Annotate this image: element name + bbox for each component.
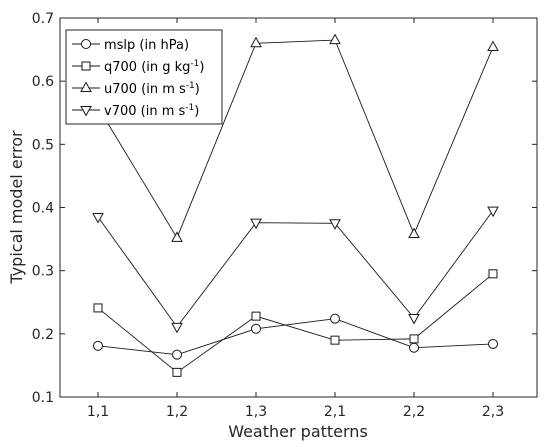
data-point-square: [93, 303, 103, 313]
series-layer: [92, 33, 499, 377]
x-tick-label: 2,2: [403, 404, 425, 420]
data-point-triangle-down: [329, 219, 341, 230]
x-tick-label: 1,2: [166, 404, 188, 420]
y-axis: 0.1 0.2 0.3 0.4 0.5 0.6 0.7: [32, 11, 537, 406]
data-point-circle: [251, 323, 261, 334]
data-point-triangle-down: [250, 218, 262, 230]
x-tick-label: 1,3: [245, 404, 267, 420]
data-point-triangle-up: [408, 227, 420, 239]
legend-box: [65, 29, 223, 125]
data-point-square: [409, 334, 419, 344]
y-tick-label: 0.5: [32, 137, 54, 153]
y-tick-label: 0.1: [32, 390, 54, 406]
legend-label: v700 (in m s-1): [104, 103, 199, 119]
legend-marker-triangle-down: [80, 106, 92, 117]
x-tick-label: 1,1: [87, 404, 109, 420]
data-point-circle: [488, 338, 498, 349]
data-point-triangle-down: [487, 206, 499, 218]
x-tick-label: 2,1: [324, 404, 346, 420]
y-tick-label: 0.7: [32, 11, 54, 27]
legend-marker-square: [81, 61, 91, 71]
data-point-triangle-up: [487, 40, 499, 52]
x-tick-label: 2,3: [482, 404, 504, 420]
data-point-circle: [172, 349, 182, 360]
x-axis-label: Weather patterns: [228, 422, 368, 441]
legend-label: mslp (in hPa): [104, 38, 189, 53]
data-point-square: [330, 335, 340, 345]
data-point-triangle-down: [408, 314, 420, 325]
y-axis-label: Typical model error: [7, 130, 26, 285]
y-tick-label: 0.4: [32, 201, 54, 217]
data-point-circle: [93, 340, 103, 351]
legend-label: q700 (in g kg-1): [104, 59, 204, 75]
data-point-triangle-down: [171, 322, 183, 334]
legend-marker-circle: [81, 39, 91, 49]
data-point-triangle-up: [171, 231, 183, 242]
y-tick-label: 0.2: [32, 327, 54, 343]
x-axis: 1,1 1,2 1,3 2,1 2,2 2,3: [87, 18, 504, 420]
data-point-square: [172, 367, 182, 377]
series-line-triangle-down: [97, 210, 494, 328]
y-tick-label: 0.6: [32, 74, 54, 90]
series-line-square: [97, 273, 494, 373]
data-point-triangle-down: [92, 212, 104, 224]
legend-marker-triangle-up: [80, 81, 92, 92]
series-line-circle: [97, 318, 494, 356]
data-point-square: [488, 269, 498, 279]
series-line-triangle-up: [97, 39, 494, 239]
y-tick-label: 0.3: [32, 264, 54, 280]
legend-label: u700 (in m s-1): [104, 81, 200, 97]
data-point-triangle-up: [329, 33, 341, 45]
data-point-circle: [330, 313, 340, 324]
data-point-circle: [409, 342, 419, 353]
legend: mslp (in hPa) q700 (in g kg-1) u700 (in m …: [65, 29, 223, 125]
data-point-triangle-up: [250, 36, 262, 48]
data-point-square: [251, 311, 261, 321]
